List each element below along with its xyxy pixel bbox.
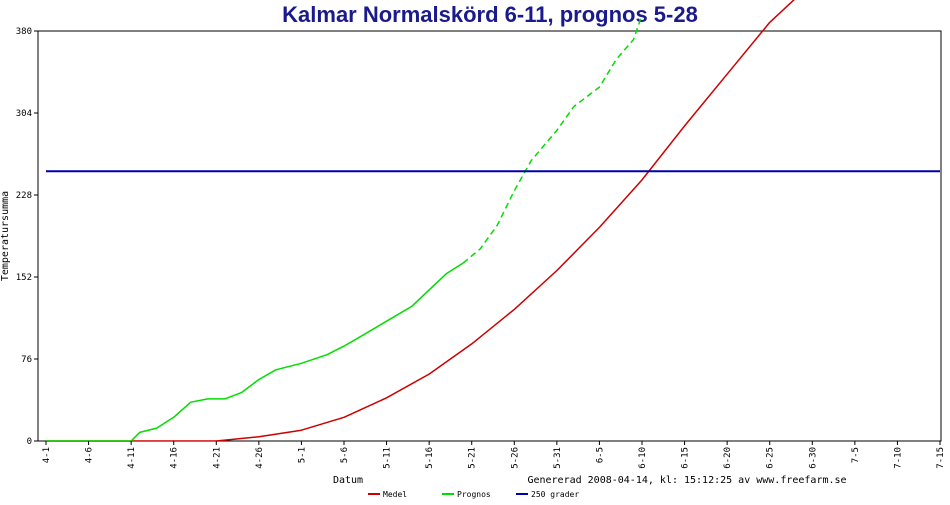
y-tick-label: 228 [16,191,32,201]
x-tick-label: 4-11 [127,447,137,469]
series-line-prognos [46,262,464,441]
x-tick-label: 6-10 [638,447,648,469]
y-tick-label: 76 [21,355,32,365]
x-tick-label: 5-1 [297,447,307,463]
y-tick-label: 0 [27,437,32,447]
generated-footer: Genererad 2008-04-14, kl: 15:12:25 av ww… [527,475,846,486]
chart-title: Kalmar Normalskörd 6-11, prognos 5-28 [282,2,698,27]
series-line-prognos-dashed [462,14,643,264]
legend-label-250-grader: 250 grader [531,490,579,499]
series-line-medel [46,0,795,441]
y-tick-label: 304 [16,109,32,119]
x-tick-label: 6-25 [766,447,776,469]
x-axis-ticks: 4-1 4-6 4-11 4-16 4-21 4-26 5-1 5-6 5-11 5-16 5-21… [42,441,946,469]
y-tick-label: 152 [16,273,32,283]
x-tick-label: 6-15 [681,447,691,469]
y-tick-label: 380 [16,27,32,37]
x-tick-label: 6-30 [808,447,818,469]
series-lines [46,0,940,441]
x-tick-label: 4-16 [170,447,180,469]
x-tick-label: 5-16 [425,447,435,469]
x-tick-label: 4-26 [255,447,265,469]
x-tick-label: 6-20 [723,447,733,469]
legend-label-medel: Medel [383,490,407,499]
x-tick-label: 7-10 [893,447,903,469]
x-tick-label: 4-6 [85,447,95,463]
x-tick-label: 5-26 [510,447,520,469]
x-tick-label: 5-21 [468,447,478,469]
y-axis-title: Temperatursumma [0,191,11,281]
x-tick-label: 4-1 [42,447,52,463]
y-axis-ticks: 0 76 152 228 304 380 [16,27,38,447]
x-tick-label: 5-11 [383,447,393,469]
legend-label-prognos: Prognos [457,490,491,499]
x-tick-label: 5-6 [340,447,350,463]
x-tick-label: 4-21 [212,447,222,469]
x-tick-label: 5-31 [553,447,563,469]
x-axis-title: Datum [333,475,363,486]
legend: Medel Prognos 250 grader [368,490,579,499]
x-tick-label: 7-5 [851,447,861,463]
x-tick-label: 6-5 [595,447,605,463]
plot-frame [37,30,942,442]
x-tick-label: 7-15 [936,447,946,469]
